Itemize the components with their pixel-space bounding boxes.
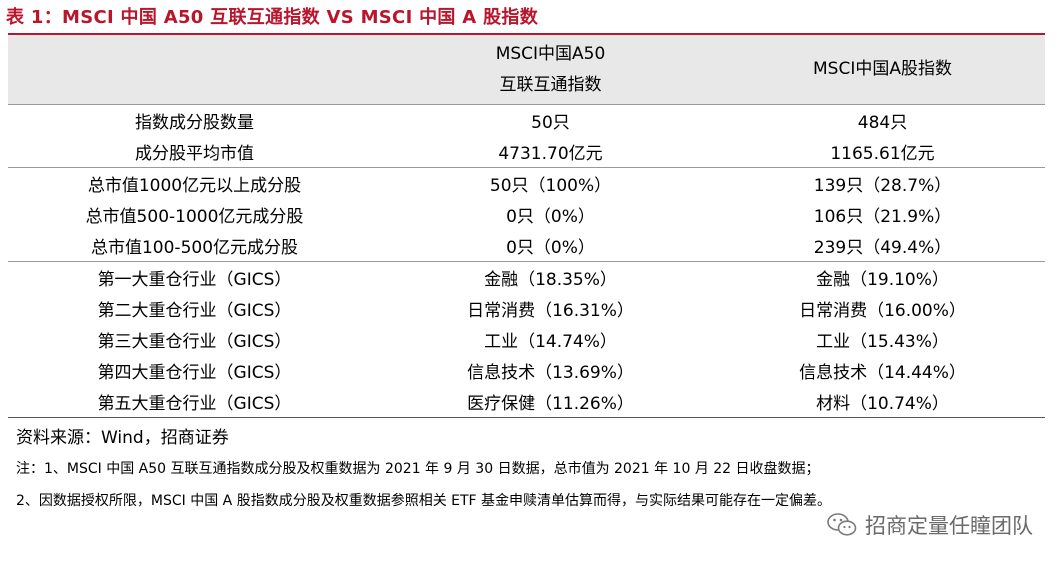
header-cell-metric — [8, 35, 381, 105]
comparison-table: MSCI中国A50 互联互通指数 MSCI中国A股指数 指数成分股数量 50只 48… — [8, 35, 1045, 418]
cell-a50-value: 日常消费（16.31%） — [467, 301, 634, 321]
title-divider — [8, 33, 1045, 35]
cell-metric: 第二大重仓行业（GICS） — [97, 301, 292, 321]
table-body: 指数成分股数量 50只 484只成分股平均市值 4731.70亿元 1165.61亿元总… — [8, 105, 1045, 418]
table-title: 表 1：MSCI 中国 A50 互联互通指数 VS MSCI 中国 A 股指数 — [6, 7, 538, 28]
table-row: 总市值100-500亿元成分股 0只（0%） 239只（49.4%） — [8, 230, 1045, 262]
cell-metric: 成分股平均市值 — [135, 144, 254, 164]
table-row: 第一大重仓行业（GICS） 金融（18.35%） 金融（19.10%） — [8, 261, 1045, 293]
table-header-row: MSCI中国A50 互联互通指数 MSCI中国A股指数 — [8, 35, 1045, 105]
cell-china-a-value: 信息技术（14.44%） — [799, 363, 966, 383]
cell-a50-value: 工业（14.74%） — [484, 332, 617, 352]
table-row: 第三大重仓行业（GICS） 工业（14.74%） 工业（15.43%） — [8, 324, 1045, 355]
footnote-1: 注：1、MSCI 中国 A50 互联互通指数成分股及权重数据为 2021 年 9… — [16, 461, 820, 477]
header-a50-line-2: 互联互通指数 — [499, 74, 602, 95]
cell-metric: 指数成分股数量 — [135, 113, 254, 133]
cell-metric: 第一大重仓行业（GICS） — [8, 261, 381, 293]
cell-a50-value: 4731.70亿元 — [498, 144, 603, 164]
cell-a50-value: 50只 — [531, 113, 570, 133]
cell-china-a-value: 金融（19.10%） — [720, 261, 1045, 293]
watermark-text: 招商定量任瞳团队 — [865, 514, 1033, 538]
cell-metric: 总市值1000亿元以上成分股 — [8, 167, 381, 199]
header-a50-line-1: MSCI中国A50 — [495, 43, 606, 64]
cell-a50-value: 医疗保健（11.26%） — [381, 386, 720, 418]
cell-a50-value: 金融（18.35%） — [381, 261, 720, 293]
footnote-2: 2、因数据授权所限，MSCI 中国 A 股指数成分股及权重数据参照相关 ETF … — [16, 493, 832, 509]
table-row: 成分股平均市值 4731.70亿元 1165.61亿元 — [8, 136, 1045, 168]
table-row: 指数成分股数量 50只 484只 — [8, 105, 1045, 137]
cell-china-a-value: 1165.61亿元 — [830, 144, 935, 164]
cell-a50-value: 信息技术（13.69%） — [467, 363, 634, 383]
cell-china-a-value: 工业（15.43%） — [816, 332, 949, 352]
cell-china-a-value: 106只（21.9%） — [813, 207, 952, 227]
wechat-icon — [827, 513, 857, 536]
table-row: 第四大重仓行业（GICS） 信息技术（13.69%） 信息技术（14.44%） — [8, 355, 1045, 386]
cell-china-a-value: 239只（49.4%） — [813, 238, 952, 258]
cell-china-a-value: 材料（10.74%） — [720, 386, 1045, 418]
cell-metric: 第四大重仓行业（GICS） — [97, 363, 292, 383]
source-note: 资料来源：Wind，招商证券 — [16, 428, 229, 448]
cell-a50-value: 50只（100%） — [381, 167, 720, 199]
table-row: 总市值1000亿元以上成分股 50只（100%） 139只（28.7%） — [8, 167, 1045, 199]
cell-china-a-value: 日常消费（16.00%） — [799, 301, 966, 321]
cell-metric: 第五大重仓行业（GICS） — [8, 386, 381, 418]
cell-a50-value: 0只（0%） — [506, 238, 595, 258]
cell-metric: 第三大重仓行业（GICS） — [97, 332, 292, 352]
cell-a50-value: 0只（0%） — [506, 207, 595, 227]
header-cell-a50: MSCI中国A50 互联互通指数 — [381, 35, 720, 105]
cell-metric: 总市值100-500亿元成分股 — [90, 238, 299, 258]
cell-china-a-value: 484只 — [857, 113, 908, 133]
table-row: 第二大重仓行业（GICS） 日常消费（16.31%） 日常消费（16.00%） — [8, 293, 1045, 324]
table-row: 总市值500-1000亿元成分股 0只（0%） 106只（21.9%） — [8, 199, 1045, 230]
watermark: 招商定量任瞳团队 — [827, 510, 1033, 540]
table-row: 第五大重仓行业（GICS） 医疗保健（11.26%） 材料（10.74%） — [8, 386, 1045, 418]
cell-china-a-value: 139只（28.7%） — [720, 167, 1045, 199]
header-cell-china-a: MSCI中国A股指数 — [720, 35, 1045, 105]
cell-metric: 总市值500-1000亿元成分股 — [85, 207, 304, 227]
